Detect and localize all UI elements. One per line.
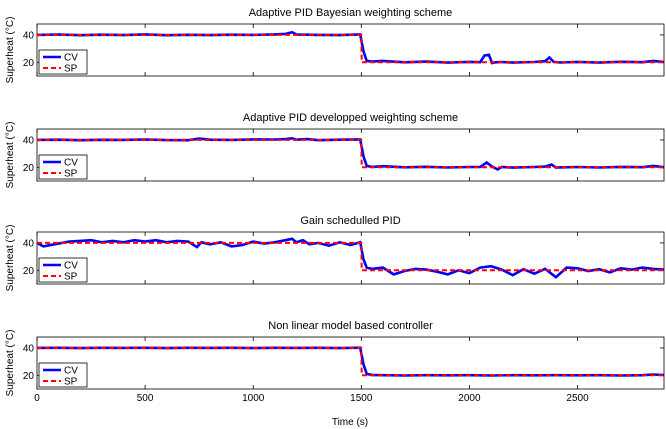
- series-line-cv: [37, 346, 664, 377]
- x-tick-label: 2500: [566, 393, 589, 404]
- x-axis-label: Time (s): [332, 417, 368, 428]
- y-tick-label: 40: [23, 343, 35, 354]
- y-axis-label: Superheat (°C): [5, 122, 16, 189]
- legend-label-sp: SP: [64, 64, 78, 75]
- x-tick-label: 0: [34, 393, 40, 404]
- chart-panel-4: Non linear model based controller 20 40 0 50…: [5, 320, 665, 404]
- y-tick-label: 20: [23, 266, 35, 277]
- chart-panel-2: Adaptive PID developped weighting scheme…: [5, 112, 665, 189]
- series-line-sp: [37, 33, 664, 64]
- legend-box: [38, 49, 88, 75]
- chart-title: Gain schedulled PID: [300, 215, 400, 227]
- legend-box: [38, 154, 88, 180]
- legend-label-cv: CV: [64, 158, 78, 169]
- y-tick-label: 20: [23, 58, 35, 69]
- chart-panel-3: Gain schedulled PID 20 40 Superheat (°C) CVS…: [5, 215, 665, 292]
- panels: Adaptive PID Bayesian weighting scheme 20…: [5, 7, 665, 404]
- series-line-cv: [37, 136, 664, 171]
- y-axis-label: Superheat (°C): [5, 225, 16, 292]
- legend-label-sp: SP: [64, 272, 78, 283]
- y-tick-label: 40: [23, 238, 35, 249]
- legend-box: [38, 362, 88, 388]
- axes-box: [36, 128, 665, 182]
- legend-label-cv: CV: [64, 261, 78, 272]
- x-tick-label: 1000: [242, 393, 265, 404]
- legend-label-sp: SP: [64, 377, 78, 388]
- series-line-sp: [37, 241, 664, 272]
- y-axis-label: Superheat (°C): [5, 330, 16, 397]
- y-tick-label: 20: [23, 163, 35, 174]
- chart-title: Adaptive PID developped weighting scheme: [243, 112, 458, 124]
- y-tick-label: 40: [23, 135, 35, 146]
- series-line-sp: [37, 346, 664, 377]
- y-axis-label: Superheat (°C): [5, 17, 16, 84]
- axes-box: [36, 231, 665, 285]
- legend-label-cv: CV: [64, 366, 78, 377]
- chart-title: Non linear model based controller: [268, 320, 433, 332]
- legend-label-sp: SP: [64, 169, 78, 180]
- series-line-cv: [37, 30, 664, 65]
- legend-label-cv: CV: [64, 53, 78, 64]
- series-line-cv: [37, 237, 664, 279]
- series-line-sp: [37, 138, 664, 169]
- x-tick-label: 1500: [350, 393, 373, 404]
- chart-title: Adaptive PID Bayesian weighting scheme: [249, 7, 453, 19]
- y-tick-label: 40: [23, 30, 35, 41]
- chart-panel-1: Adaptive PID Bayesian weighting scheme 20…: [5, 7, 665, 84]
- x-tick-label: 2000: [458, 393, 481, 404]
- x-tick-label: 500: [137, 393, 154, 404]
- legend-box: [38, 257, 88, 283]
- axes-box: [36, 23, 665, 77]
- axes-box: [36, 336, 665, 390]
- y-tick-label: 20: [23, 371, 35, 382]
